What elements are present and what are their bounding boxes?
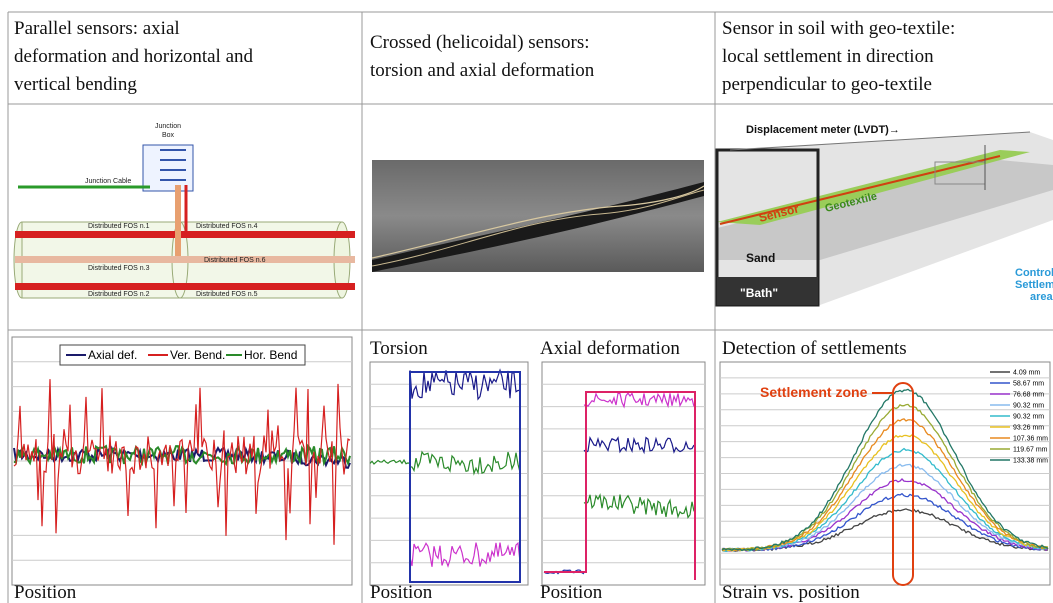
legend-text: 90.32 mm xyxy=(1013,414,1044,421)
cable-photo xyxy=(372,160,704,272)
legend-text: 93.26 mm xyxy=(1013,425,1044,432)
legend-text: Axial def. xyxy=(88,348,137,362)
header-text: torsion and axial deformation xyxy=(370,60,595,81)
header-text: local settlement in direction xyxy=(722,46,934,67)
sketch-label: Displacement meter (LVDT)→ xyxy=(746,124,900,136)
diagram-label: Box xyxy=(162,132,175,139)
junction-box xyxy=(143,145,193,191)
header-text: perpendicular to geo-textile xyxy=(722,74,932,95)
header-text: Sensor in soil with geo-textile: xyxy=(722,18,955,39)
zone-label: Settlement zone xyxy=(760,384,868,400)
legend-text: 90.32 mm xyxy=(1013,403,1044,410)
legend-text: 107.36 mm xyxy=(1013,436,1048,443)
header-text: deformation and horizontal and xyxy=(14,46,254,67)
legend-text: Hor. Bend xyxy=(244,348,297,362)
fos-line xyxy=(15,231,355,238)
header-text: Parallel sensors: axial xyxy=(14,18,180,39)
plot-title: Detection of settlements xyxy=(722,338,907,359)
fos-line xyxy=(15,256,355,263)
caption: Position xyxy=(14,582,77,603)
legend-text: 76.68 mm xyxy=(1013,392,1044,399)
legend-text: 133.38 mm xyxy=(1013,458,1048,465)
diagram-label: Distributed FOS n.2 xyxy=(88,291,150,298)
diagram-label: Distributed FOS n.1 xyxy=(88,223,150,230)
diagram-label: Junction Cable xyxy=(85,178,131,185)
plot-title: Torsion xyxy=(370,338,428,359)
header-text: Crossed (helicoidal) sensors: xyxy=(370,32,590,53)
sketch-label: Settlement xyxy=(1015,279,1053,291)
caption: Position xyxy=(540,582,603,603)
diagram-label: Distributed FOS n.5 xyxy=(196,291,258,298)
diagram-label: Distributed FOS n.3 xyxy=(88,265,150,272)
figure: Parallel sensors: axial deformation and … xyxy=(0,0,1053,603)
fos-line xyxy=(15,283,355,290)
caption: Position xyxy=(370,582,433,603)
sketch-label: Controlled xyxy=(1015,267,1053,279)
legend-text: 58.67 mm xyxy=(1013,381,1044,388)
diagram-label: Distributed FOS n.4 xyxy=(196,223,258,230)
legend-text: 119.67 mm xyxy=(1013,447,1048,454)
caption: Strain vs. position xyxy=(722,582,860,603)
legend-text: Ver. Bend. xyxy=(170,348,225,362)
sketch-label: area xyxy=(1030,291,1053,303)
diagram-label: Distributed FOS n.6 xyxy=(204,257,266,264)
sketch-label: Sand xyxy=(746,251,775,265)
sketch-label: "Bath" xyxy=(740,286,778,300)
legend-text: 4.09 mm xyxy=(1013,370,1040,377)
diagram-label: Junction xyxy=(155,123,181,130)
plot-title: Axial deformation xyxy=(540,338,680,359)
header-text: vertical bending xyxy=(14,74,137,95)
